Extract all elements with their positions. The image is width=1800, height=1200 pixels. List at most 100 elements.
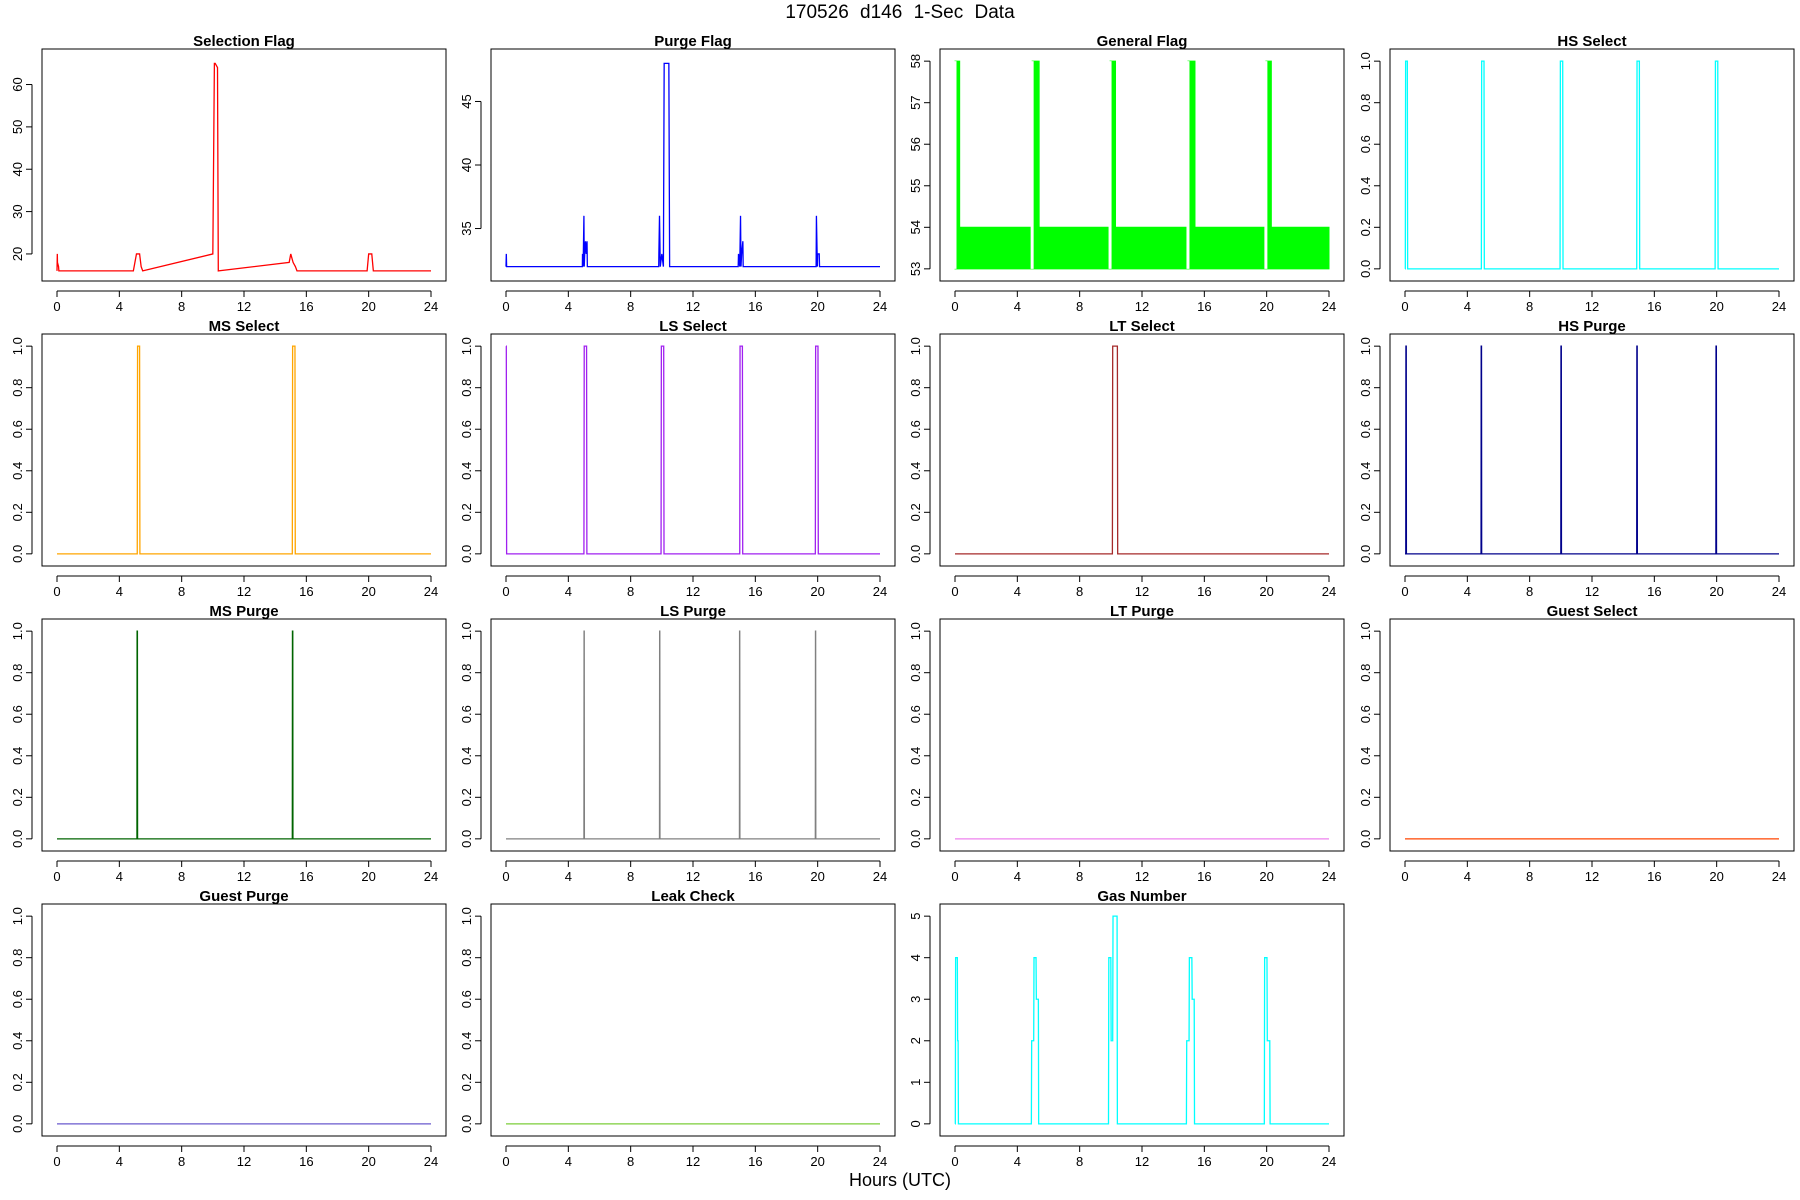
x-tick-label: 12	[1135, 869, 1149, 884]
panel-title: Gas Number	[1097, 888, 1186, 905]
y-tick-label: 0.8	[10, 379, 25, 397]
plot-frame	[939, 48, 1345, 282]
plot-frame	[490, 903, 896, 1137]
y-tick-label: 0.2	[459, 503, 474, 521]
x-tick-label: 16	[299, 584, 313, 599]
y-tick-label: 0.4	[459, 1032, 474, 1050]
y-tick-label: 0.0	[10, 1115, 25, 1133]
x-tick-label: 20	[1259, 869, 1273, 884]
x-tick-label: 16	[748, 584, 762, 599]
plot-frame	[490, 333, 896, 567]
plot-frame	[939, 618, 1345, 852]
x-tick-label: 8	[627, 869, 634, 884]
panel-guest-purge: Guest Purge 0 4 8 12 16 20 24 0.0 0.2 0.4 0.6 0.8 1.0	[10, 888, 447, 1169]
series-line	[57, 345, 431, 555]
y-tick-label: 0.6	[908, 420, 923, 438]
x-tick-label: 24	[1772, 869, 1786, 884]
y-tick-label: 53	[908, 262, 923, 276]
x-tick-label: 0	[951, 1154, 958, 1169]
x-tick-label: 16	[1647, 299, 1661, 314]
x-tick-label: 12	[237, 299, 251, 314]
x-tick-label: 4	[565, 869, 572, 884]
x-tick-label: 12	[686, 869, 700, 884]
figure-title: 170526 d146 1-Sec Data	[785, 2, 1015, 23]
x-tick-label: 12	[1585, 299, 1599, 314]
x-tick-label: 12	[237, 869, 251, 884]
y-tick-label: 55	[908, 179, 923, 193]
y-tick-label: 2	[908, 1037, 923, 1044]
y-tick-label: 1.0	[1358, 52, 1373, 70]
y-tick-label: 1.0	[1358, 622, 1373, 640]
plot-frame	[1389, 48, 1795, 282]
x-tick-label: 12	[1135, 299, 1149, 314]
y-tick-label: 1.0	[1358, 337, 1373, 355]
panel-ls-select: LS Select 0 4 8 12 16 20 24 0.0 0.2 0.4 0.6 0.8 1.0	[459, 318, 896, 599]
y-tick-label: 0.8	[459, 664, 474, 682]
x-tick-label: 4	[565, 1154, 572, 1169]
panel-title: Guest Purge	[199, 888, 288, 905]
panel-hs-select: HS Select 0 4 8 12 16 20 24 0.0 0.2 0.4 0.6 0.8 1.0	[1358, 33, 1795, 314]
panel-title: Selection Flag	[193, 33, 295, 50]
panel-guest-select: Guest Select 0 4 8 12 16 20 24 0.0 0.2 0.4 0.6 0.8 1.…	[1358, 603, 1795, 884]
y-tick-label: 0	[908, 1120, 923, 1127]
y-tick-label: 35	[459, 221, 474, 235]
x-tick-label: 8	[627, 299, 634, 314]
x-tick-label: 0	[53, 299, 60, 314]
x-tick-label: 0	[53, 1154, 60, 1169]
x-tick-label: 0	[951, 869, 958, 884]
panel-title: Purge Flag	[654, 33, 732, 50]
x-tick-label: 8	[1526, 869, 1533, 884]
y-tick-label: 1.0	[10, 907, 25, 925]
x-tick-label: 0	[1401, 299, 1408, 314]
x-tick-label: 16	[1197, 584, 1211, 599]
x-tick-label: 12	[1585, 869, 1599, 884]
x-axis-label: Hours (UTC)	[849, 1170, 951, 1190]
y-tick-label: 0.6	[1358, 420, 1373, 438]
x-tick-label: 12	[237, 1154, 251, 1169]
y-tick-label: 0.4	[10, 1032, 25, 1050]
panel-title: General Flag	[1097, 33, 1188, 50]
panel-ms-purge: MS Purge 0 4 8 12 16 20 24 0.0 0.2 0.4 0.6 0.8 1.0	[10, 603, 447, 884]
x-tick-label: 24	[873, 299, 887, 314]
y-tick-label: 0.6	[1358, 705, 1373, 723]
x-tick-label: 16	[1647, 869, 1661, 884]
y-tick-label: 1.0	[908, 622, 923, 640]
x-tick-label: 4	[565, 299, 572, 314]
y-tick-label: 0.8	[459, 379, 474, 397]
y-tick-label: 0.2	[459, 788, 474, 806]
panel-title: MS Select	[209, 318, 280, 335]
x-tick-label: 8	[1526, 299, 1533, 314]
x-tick-label: 24	[424, 1154, 438, 1169]
x-tick-label: 0	[502, 1154, 509, 1169]
x-tick-label: 12	[1585, 584, 1599, 599]
x-tick-label: 0	[1401, 869, 1408, 884]
x-tick-label: 4	[116, 584, 123, 599]
y-tick-label: 0.8	[10, 949, 25, 967]
x-tick-label: 24	[424, 299, 438, 314]
x-tick-label: 0	[502, 584, 509, 599]
x-tick-label: 16	[748, 1154, 762, 1169]
x-tick-label: 4	[1464, 584, 1471, 599]
x-tick-label: 8	[627, 584, 634, 599]
y-tick-label: 0.2	[10, 503, 25, 521]
x-tick-label: 4	[1014, 299, 1021, 314]
x-tick-label: 20	[1259, 299, 1273, 314]
x-tick-label: 16	[748, 299, 762, 314]
panel-title: Guest Select	[1547, 603, 1638, 620]
y-tick-label: 0.4	[1358, 462, 1373, 480]
y-tick-label: 0.0	[1358, 545, 1373, 563]
y-tick-label: 0.0	[10, 545, 25, 563]
x-tick-label: 20	[1259, 584, 1273, 599]
panel-title: LS Select	[659, 318, 727, 335]
y-tick-label: 1.0	[459, 907, 474, 925]
y-tick-label: 0.0	[10, 830, 25, 848]
panel-leak-check: Leak Check 0 4 8 12 16 20 24 0.0 0.2 0.4 0.6 0.8 1.0	[459, 888, 896, 1169]
y-tick-label: 0.4	[10, 462, 25, 480]
y-tick-label: 0.6	[1358, 135, 1373, 153]
y-tick-label: 0.4	[459, 462, 474, 480]
panel-title: HS Select	[1557, 33, 1626, 50]
y-tick-label: 54	[908, 220, 923, 234]
y-tick-label: 0.2	[1358, 218, 1373, 236]
